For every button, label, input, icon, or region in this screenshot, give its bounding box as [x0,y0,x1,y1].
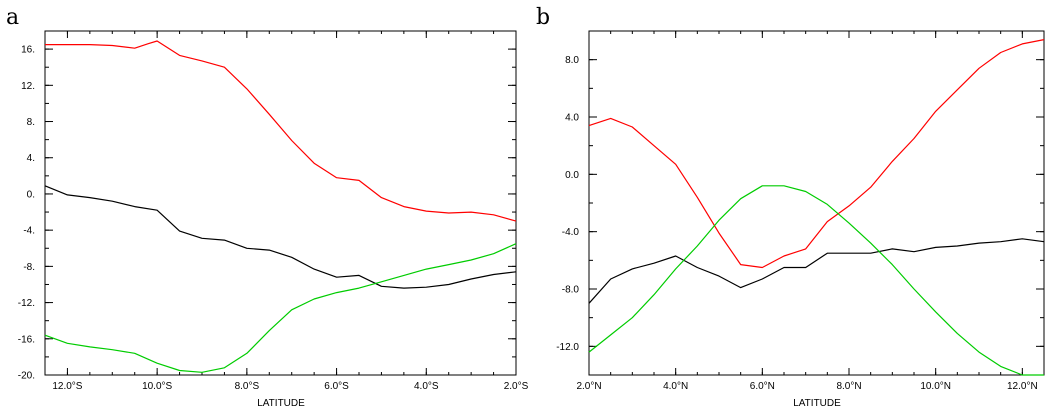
panel-a-y-tick-label: -4. [23,226,35,237]
panel-a-x-tick-label: 12.0°S [52,381,82,392]
panel-a-series-black [44,185,517,289]
panel-a-series-green [44,243,517,373]
panel-a-x-tick-label: 6.0°S [324,381,349,392]
panel-a-y-tick-label: 4. [27,153,35,164]
panel-a-x-axis-title: LATITUDE [257,398,305,409]
panel-b-frame [588,30,1045,376]
panel-b-series-green [588,185,1044,376]
panel-a-y-tick-label: 16. [21,45,35,56]
panel-a-y-tick-label: -16. [18,334,35,345]
panel-b-x-tick-label: 10.0°N [920,381,951,392]
panel-b-y-tick-label: 4.0 [565,113,579,124]
panel-a-y-tick-label: -12. [18,298,35,309]
panel-b-y-tick-label: 8.0 [565,55,579,66]
panel-b-x-tick-label: 4.0°N [663,381,688,392]
panel-a-x-tick-label: 4.0°S [414,381,439,392]
panel-b-letter: b [536,5,550,30]
panel-a-y-tick-label: 12. [21,81,35,92]
panel-b-x-tick-label: 2.0°N [576,381,601,392]
panel-b-y-tick-label: -8.0 [562,285,580,296]
panel-b-series-black [588,238,1045,304]
panel-a-letter: a [6,5,19,30]
panel-a-x-tick-label: 2.0°S [504,381,529,392]
panel-b-x-axis-title: LATITUDE [793,398,841,409]
panel-b-y-tick-label: -12.0 [556,342,579,353]
panel-b-y-tick-label: 0.0 [565,170,579,181]
panel-b-x-tick-label: 12.0°N [1007,381,1038,392]
panel-b-series-red [588,39,1045,269]
panel-b-x-tick-label: 6.0°N [750,381,775,392]
panel-a-x-tick-label: 8.0°S [235,381,260,392]
panel-b-x-tick-label: 8.0°N [836,381,861,392]
panel-a-y-tick-label: -8. [23,262,35,273]
panel-a-y-tick-label: 8. [27,117,35,128]
panel-b-y-tick-label: -4.0 [562,227,580,238]
panel-a-y-tick-label: -20. [18,371,35,382]
panel-a-series-red [45,40,517,222]
panel-a-frame [44,30,517,376]
panel-a-x-tick-label: 10.0°S [142,381,172,392]
panel-a-y-tick-label: 0. [27,189,35,200]
